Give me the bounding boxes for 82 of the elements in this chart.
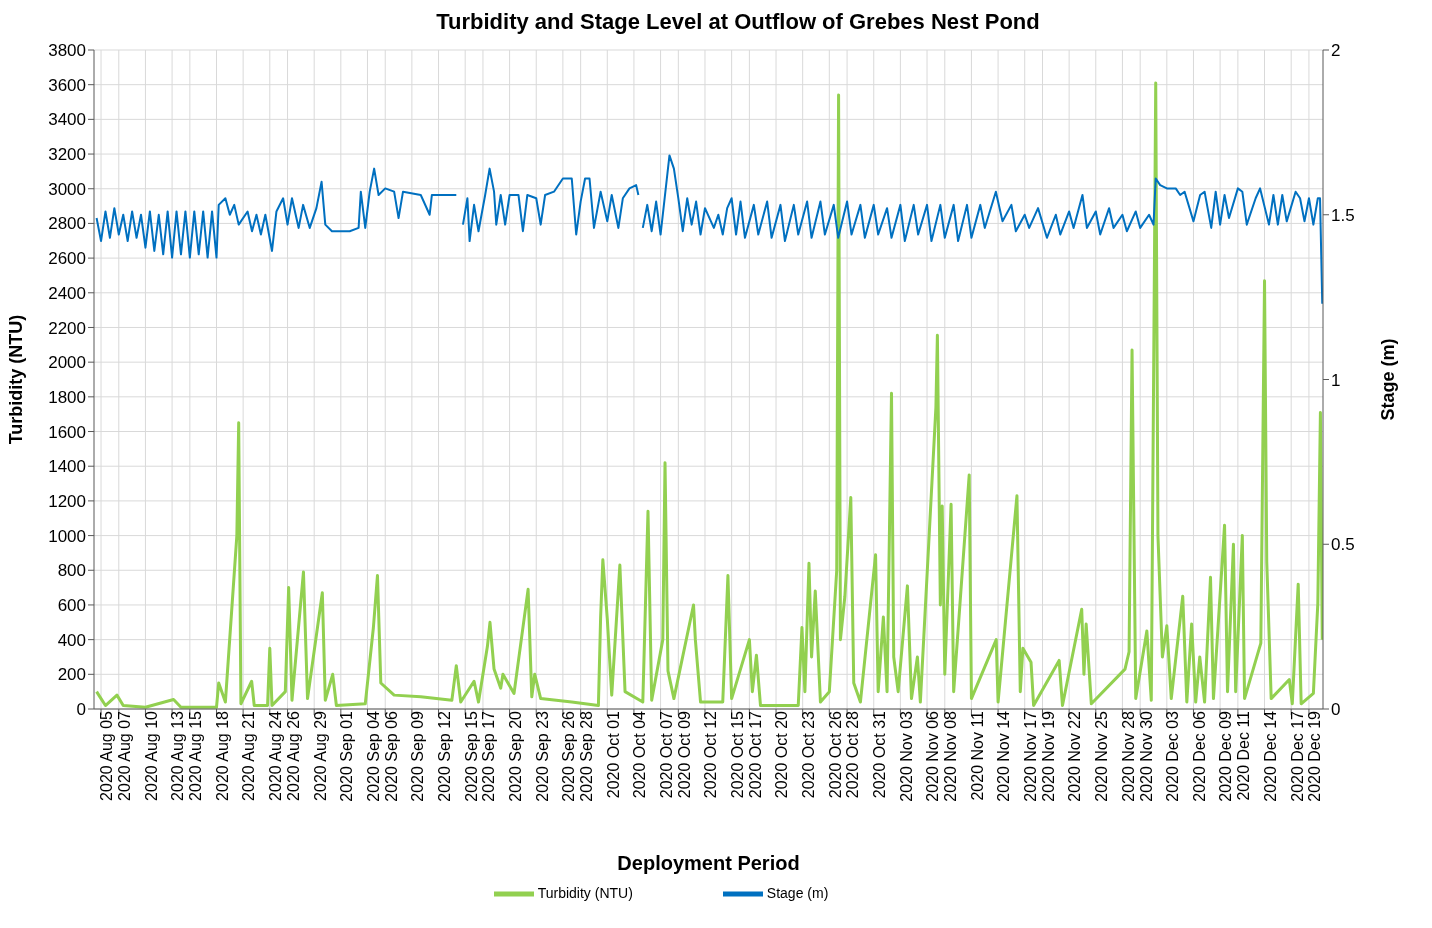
chart-title: Turbidity and Stage Level at Outflow of Grebes Nest Pond: [435, 8, 1041, 36]
x-tick-label: 2020 Dec 19: [1306, 710, 1324, 802]
y-tick-label: 2200: [48, 318, 86, 338]
y-tick-label: 1200: [48, 491, 86, 511]
y-tick-label: 3600: [48, 75, 86, 95]
y-tick-label: 3400: [48, 110, 86, 130]
y-tick-label: 3200: [48, 145, 86, 165]
x-tick-label: 2020 Sep 20: [506, 710, 524, 802]
x-tick-label: 2020 Oct 04: [631, 710, 649, 799]
x-tick-label: 2020 Sep 17: [480, 710, 498, 802]
y2-tick-label: 0: [1331, 700, 1341, 720]
x-tick-label: 2020 Dec 11: [1235, 710, 1253, 801]
x-tick-label: 2020 Sep 09: [409, 710, 427, 802]
x-tick-label: 2020 Aug 07: [116, 710, 134, 801]
x-tick-label: 2020 Sep 06: [382, 710, 400, 802]
x-tick-label: 2020 Aug 29: [311, 710, 329, 801]
x-tick-label: 2020 Aug 05: [98, 710, 116, 801]
x-tick-label: 2020 Nov 03: [897, 710, 915, 802]
x-tick-label: 2020 Oct 31: [871, 710, 889, 799]
x-tick-label: 2020 Oct 28: [844, 710, 862, 799]
y-tick-label: 3000: [48, 179, 86, 199]
x-tick-label: 2020 Nov 19: [1039, 710, 1057, 802]
y-tick-label: 3800: [48, 41, 86, 61]
y2-axis-title: Stage (m): [1378, 338, 1399, 421]
y-tick-label: 2600: [48, 249, 86, 269]
x-tick-label: 2020 Nov 06: [924, 710, 942, 802]
x-tick-label: 2020 Aug 24: [267, 710, 285, 801]
x-tick-label: 2020 Sep 28: [578, 710, 595, 802]
x-tick-label: 2020 Oct 20: [773, 710, 791, 799]
legend-label: Stage (m): [766, 884, 829, 901]
x-tick-label: 2020 Sep 04: [364, 710, 382, 802]
y2-tick-label: 1: [1331, 370, 1341, 390]
x-tick-label: 2020 Dec 09: [1217, 710, 1235, 802]
y-tick-label: 400: [57, 630, 86, 650]
x-tick-label: 2020 Aug 13: [169, 710, 187, 801]
x-tick-label: 2020 Aug 26: [284, 710, 302, 801]
x-tick-label: 2020 Dec 03: [1164, 710, 1182, 802]
y-tick-label: 0: [76, 700, 86, 720]
x-tick-label: 2020 Dec 06: [1190, 710, 1208, 802]
legend-label: Turbidity (NTU): [537, 884, 633, 901]
x-tick-label: 2020 Sep 23: [533, 710, 551, 802]
x-tick-label: 2020 Nov 17: [1022, 710, 1040, 802]
x-tick-label: 2020 Nov 22: [1066, 710, 1084, 802]
x-tick-label: 2020 Aug 10: [142, 710, 160, 801]
y-axis-title: Turbidity (NTU): [6, 314, 27, 445]
y-tick-label: 1000: [48, 526, 86, 546]
x-tick-label: 2020 Oct 17: [746, 710, 764, 799]
x-tick-label: 2020 Oct 01: [604, 710, 622, 799]
x-tick-label: 2020 Nov 28: [1119, 710, 1137, 802]
y-tick-label: 800: [57, 561, 86, 581]
x-tick-label: 2020 Oct 26: [826, 710, 844, 799]
y2-tick-label: 2: [1331, 41, 1341, 61]
x-tick-label: 2020 Oct 15: [728, 710, 746, 799]
x-tick-label: 2020 Oct 23: [800, 710, 818, 799]
y-tick-label: 1600: [48, 422, 86, 442]
x-axis-title: Deployment Period: [617, 852, 800, 874]
x-tick-label: 2020 Oct 07: [657, 710, 675, 799]
x-tick-label: 2020 Sep 15: [462, 710, 480, 802]
x-tick-label: 2020 Aug 21: [240, 710, 258, 801]
x-tick-label: 2020 Aug 15: [187, 710, 205, 801]
x-tick-label: 2020 Oct 09: [675, 710, 693, 799]
x-tick-label: 2020 Sep 12: [435, 710, 453, 802]
x-tick-label: 2020 Nov 08: [942, 710, 960, 802]
x-tick-label: 2020 Nov 11: [968, 710, 986, 801]
y-tick-label: 2400: [48, 283, 86, 303]
y-tick-label: 600: [57, 595, 86, 615]
y-tick-label: 2000: [48, 353, 86, 373]
x-tick-label: 2020 Dec 17: [1288, 710, 1306, 802]
x-tick-label: 2020 Oct 12: [702, 710, 720, 799]
x-tick-label: 2020 Sep 01: [338, 710, 356, 802]
y-tick-label: 1800: [48, 387, 86, 407]
y-tick-label: 2800: [48, 214, 86, 234]
x-tick-label: 2020 Dec 14: [1261, 710, 1279, 802]
y2-tick-label: 1.5: [1331, 205, 1355, 225]
y2-tick-label: 0.5: [1331, 535, 1355, 555]
y-tick-label: 1400: [48, 457, 86, 477]
x-tick-label: 2020 Nov 14: [995, 710, 1013, 802]
x-tick-label: 2020 Nov 25: [1093, 710, 1111, 802]
x-tick-label: 2020 Aug 18: [213, 710, 231, 801]
x-tick-label: 2020 Nov 30: [1137, 710, 1155, 802]
y-tick-label: 200: [57, 665, 86, 685]
x-tick-label: 2020 Sep 26: [560, 710, 578, 802]
